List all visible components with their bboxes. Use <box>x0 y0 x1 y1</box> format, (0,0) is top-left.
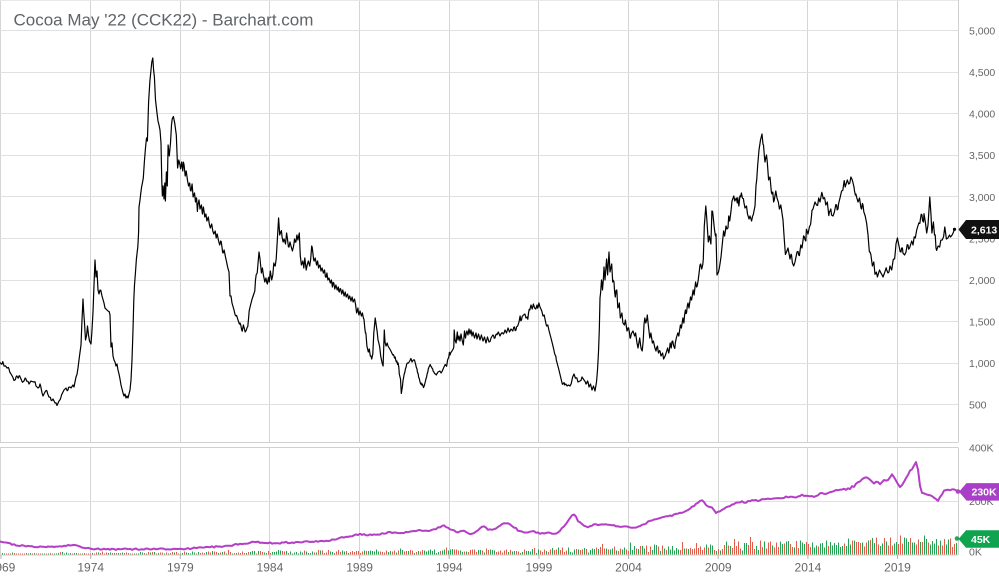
svg-text:0K: 0K <box>969 546 982 558</box>
svg-text:2009: 2009 <box>705 561 732 575</box>
svg-text:500: 500 <box>969 400 987 412</box>
svg-text:1984: 1984 <box>257 561 284 575</box>
svg-text:3,500: 3,500 <box>969 150 995 162</box>
svg-text:1989: 1989 <box>346 561 373 575</box>
svg-text:1,000: 1,000 <box>969 358 995 370</box>
svg-text:1999: 1999 <box>526 561 553 575</box>
svg-text:45K: 45K <box>971 534 991 546</box>
svg-text:2014: 2014 <box>795 561 822 575</box>
svg-text:1,500: 1,500 <box>969 316 995 328</box>
svg-text:2,613: 2,613 <box>971 224 997 236</box>
svg-text:2,000: 2,000 <box>969 275 995 287</box>
svg-text:4,000: 4,000 <box>969 109 995 121</box>
svg-text:5,000: 5,000 <box>969 26 995 38</box>
svg-text:1969: 1969 <box>0 561 16 575</box>
svg-text:Cocoa May '22 (CCK22) - Barcha: Cocoa May '22 (CCK22) - Barchart.com <box>14 11 314 30</box>
svg-text:400K: 400K <box>969 442 994 454</box>
svg-text:4,500: 4,500 <box>969 67 995 79</box>
svg-text:2004: 2004 <box>615 561 642 575</box>
svg-text:1979: 1979 <box>167 561 194 575</box>
svg-text:1994: 1994 <box>436 561 463 575</box>
svg-text:2019: 2019 <box>884 561 911 575</box>
svg-text:1974: 1974 <box>77 561 104 575</box>
svg-text:230K: 230K <box>972 487 998 499</box>
svg-text:3,000: 3,000 <box>969 192 995 204</box>
